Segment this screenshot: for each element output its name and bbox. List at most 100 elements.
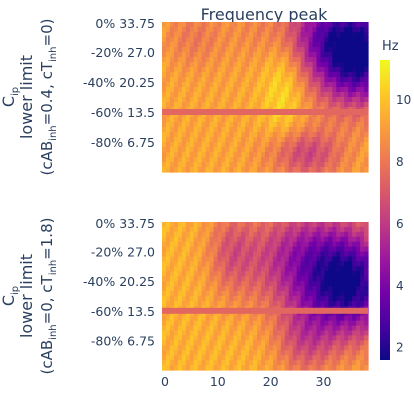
heatmap-cell <box>209 325 215 332</box>
heatmap-cell <box>265 92 270 98</box>
heatmap-cell <box>324 266 329 272</box>
heatmap-cell <box>181 271 187 277</box>
heatmap-cell <box>189 117 195 123</box>
heatmap-cell <box>257 226 262 233</box>
heatmap-cell <box>249 122 254 128</box>
heatmap-cell <box>332 72 337 78</box>
heatmap-cell <box>245 246 250 253</box>
heatmap-cell <box>280 281 286 287</box>
heatmap-cell <box>300 300 306 307</box>
heatmap-cell <box>225 350 230 356</box>
heatmap-cell <box>296 157 302 163</box>
heatmap-cell <box>340 222 345 228</box>
heatmap-cell <box>173 300 179 307</box>
heatmap-cell <box>241 286 246 292</box>
heatmap-cell <box>304 296 310 302</box>
heatmap-cell <box>340 350 345 356</box>
heatmap-cell <box>205 251 211 258</box>
heatmap-cell <box>225 365 230 371</box>
heatmap-cell <box>173 226 179 233</box>
heatmap-cell <box>241 296 246 302</box>
heatmap-cell <box>276 251 282 258</box>
heatmap-cell <box>320 296 326 302</box>
heatmap-cell <box>268 271 274 277</box>
heatmap-cell <box>169 226 175 233</box>
heatmap-cell <box>165 261 171 267</box>
heatmap-cell <box>193 320 199 327</box>
heatmap-cell <box>304 271 310 277</box>
heatmap-cell <box>237 67 242 73</box>
heatmap-cell <box>185 92 191 98</box>
heatmap-cell <box>173 162 179 168</box>
heatmap-cell <box>284 222 290 228</box>
heatmap-cell <box>312 52 318 58</box>
heatmap-cell <box>272 147 278 153</box>
heatmap-cell <box>268 87 274 93</box>
heatmap-cell <box>348 97 353 103</box>
heatmap-cell <box>340 226 345 233</box>
heatmap-cell <box>233 241 238 248</box>
heatmap-cell <box>189 325 195 332</box>
heatmap-cell <box>272 57 278 63</box>
heatmap-cell <box>356 102 361 108</box>
heatmap-cell <box>356 365 361 371</box>
heatmap-cell <box>300 97 306 103</box>
heatmap-cell <box>348 37 353 43</box>
heatmap-cell <box>356 62 361 68</box>
heatmap-cell <box>237 320 242 327</box>
heatmap-cell <box>197 162 203 168</box>
heatmap-cell <box>169 77 175 83</box>
heatmap-cell <box>181 27 187 33</box>
heatmap-cell <box>344 345 349 351</box>
heatmap-cell <box>292 355 298 361</box>
heatmap-cell <box>165 350 171 356</box>
heatmap-cell <box>300 291 306 297</box>
heatmap-cell <box>268 360 274 366</box>
y-tick-label: 0% 33.75 <box>95 16 155 31</box>
heatmap-cell <box>213 67 219 73</box>
heatmap-cell <box>280 57 286 63</box>
heatmap-cell <box>233 162 238 168</box>
heatmap-cell <box>257 22 262 28</box>
heatmap-cell <box>348 286 353 292</box>
heatmap-cell <box>308 271 314 277</box>
heatmap-cell <box>352 360 357 366</box>
heatmap-cell <box>344 340 349 346</box>
heatmap-cell <box>173 42 179 48</box>
heatmap-cell <box>324 137 329 143</box>
heatmap-cell <box>241 360 246 366</box>
heatmap-cell <box>241 300 246 307</box>
heatmap-cell <box>193 246 199 253</box>
heatmap-cell <box>356 157 361 163</box>
heatmap-cell <box>165 162 171 168</box>
heatmap-cell <box>316 37 322 43</box>
heatmap-cell <box>316 315 322 322</box>
heatmap-cell <box>356 291 361 297</box>
heatmap-cell <box>253 132 258 138</box>
heatmap-cell <box>217 276 223 282</box>
heatmap-cell <box>257 92 262 98</box>
heatmap-cell <box>320 291 326 297</box>
heatmap-cell <box>257 320 262 327</box>
heatmap-cell <box>217 82 223 88</box>
heatmap-cell <box>261 72 266 78</box>
heatmap-panel-2: 0% 33.75-20% 27.0-40% 20.25-60% 13.5-80%… <box>0 216 369 374</box>
heatmap-cell <box>237 355 242 361</box>
heatmap-cell <box>276 132 282 138</box>
heatmap-cell <box>169 320 175 327</box>
heatmap-cell <box>316 350 322 356</box>
heatmap-cell <box>253 102 258 108</box>
heatmap-cell <box>320 162 326 168</box>
heatmap-cell <box>304 222 310 228</box>
heatmap-cell <box>197 226 203 233</box>
heatmap-cell <box>336 137 341 143</box>
heatmap-cell <box>340 291 345 297</box>
heatmap-cell <box>292 241 298 248</box>
heatmap-cell <box>296 291 302 297</box>
heatmap-cell <box>296 246 302 253</box>
heatmap-cell <box>328 261 333 267</box>
heatmap-cell <box>268 266 274 272</box>
heatmap-cell <box>193 241 199 248</box>
heatmap-cell <box>304 157 310 163</box>
heatmap-cell <box>253 340 258 346</box>
